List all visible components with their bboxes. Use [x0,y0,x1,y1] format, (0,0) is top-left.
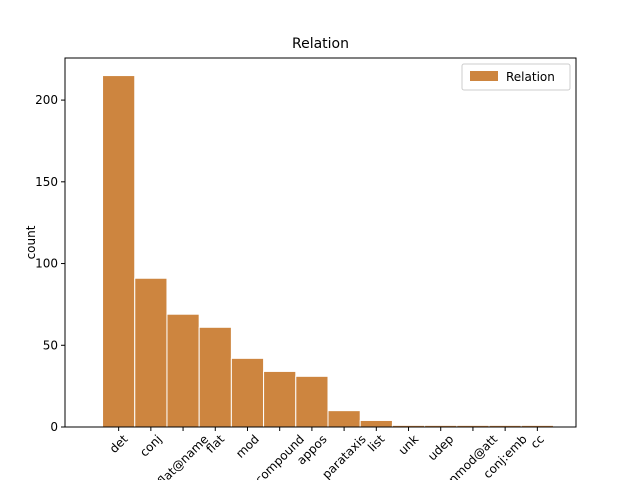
y-tick-label: 150 [35,175,58,189]
y-tick-label: 50 [43,338,58,352]
bar [327,410,361,428]
bar [102,75,136,428]
y-tick-label: 200 [35,93,58,107]
y-axis-label: count [24,225,38,259]
bar [166,313,200,428]
chart-title: Relation [292,36,349,52]
legend-swatch [470,71,498,81]
bar [134,277,168,428]
axes-frame [64,57,577,428]
legend-box [461,63,571,91]
y-tick-label: 0 [50,420,58,434]
bar [198,326,232,428]
bar [230,357,265,428]
bar [359,419,393,428]
y-tick-label: 100 [35,257,58,271]
bar [263,370,297,428]
legend-label: Relation [506,70,555,84]
bar [295,375,329,428]
